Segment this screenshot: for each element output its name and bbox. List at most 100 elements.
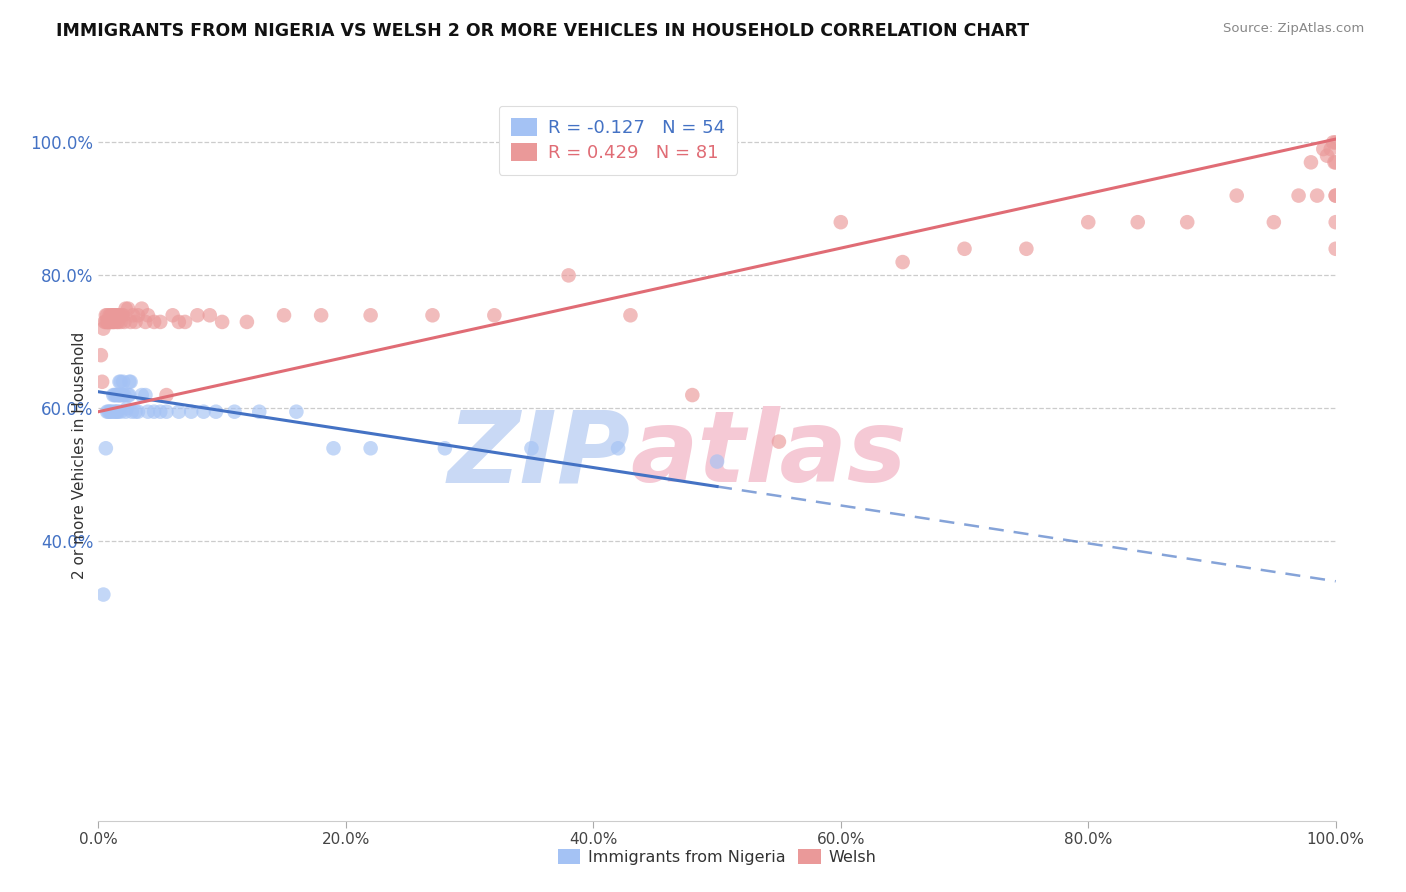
Point	[1226, 188, 1249, 202]
Point	[1175, 215, 1198, 229]
Point	[105, 308, 128, 322]
Point	[105, 405, 128, 419]
Point	[94, 315, 117, 329]
Point	[108, 308, 131, 322]
Point	[118, 375, 141, 389]
Point	[112, 308, 135, 322]
Point	[1077, 215, 1099, 229]
Point	[1015, 242, 1038, 256]
Point	[91, 375, 114, 389]
Point	[120, 375, 142, 389]
Point	[322, 442, 344, 456]
Point	[143, 405, 166, 419]
Point	[124, 405, 146, 419]
Point	[1263, 215, 1285, 229]
Point	[1323, 155, 1346, 169]
Point	[1324, 188, 1347, 202]
Point	[90, 348, 112, 362]
Point	[122, 308, 145, 322]
Point	[108, 375, 131, 389]
Point	[124, 315, 146, 329]
Point	[118, 388, 141, 402]
Point	[115, 401, 138, 416]
Point	[97, 315, 120, 329]
Point	[134, 388, 156, 402]
Point	[136, 308, 159, 322]
Point	[180, 405, 202, 419]
Point	[1319, 142, 1341, 156]
Point	[149, 405, 172, 419]
Point	[114, 301, 136, 316]
Point	[112, 388, 135, 402]
Y-axis label: 2 or more Vehicles in Household: 2 or more Vehicles in Household	[72, 331, 87, 579]
Point	[96, 308, 118, 322]
Point	[706, 454, 728, 468]
Point	[1324, 188, 1347, 202]
Point	[117, 388, 139, 402]
Point	[111, 308, 134, 322]
Point	[953, 242, 976, 256]
Point	[1324, 155, 1347, 169]
Point	[768, 434, 790, 449]
Point	[103, 308, 125, 322]
Point	[98, 308, 121, 322]
Point	[830, 215, 852, 229]
Point	[127, 405, 149, 419]
Point	[155, 405, 177, 419]
Text: Source: ZipAtlas.com: Source: ZipAtlas.com	[1223, 22, 1364, 36]
Point	[100, 315, 122, 329]
Point	[104, 388, 127, 402]
Point	[112, 315, 135, 329]
Point	[131, 301, 153, 316]
Point	[114, 405, 136, 419]
Point	[117, 301, 139, 316]
Point	[96, 315, 118, 329]
Point	[1288, 188, 1310, 202]
Point	[309, 308, 332, 322]
Point	[149, 315, 172, 329]
Point	[520, 442, 543, 456]
Point	[134, 315, 156, 329]
Point	[607, 442, 630, 456]
Point	[681, 388, 703, 402]
Point	[360, 442, 382, 456]
Point	[211, 315, 233, 329]
Point	[96, 405, 118, 419]
Point	[1322, 136, 1344, 150]
Point	[101, 405, 124, 419]
Point	[103, 315, 125, 329]
Point	[107, 388, 129, 402]
Point	[557, 268, 579, 283]
Point	[101, 308, 124, 322]
Point	[484, 308, 506, 322]
Point	[174, 315, 197, 329]
Point	[1312, 142, 1334, 156]
Point	[162, 308, 184, 322]
Point	[224, 405, 246, 419]
Point	[97, 405, 120, 419]
Point	[360, 308, 382, 322]
Point	[112, 388, 135, 402]
Legend: Immigrants from Nigeria, Welsh: Immigrants from Nigeria, Welsh	[548, 839, 886, 875]
Point	[100, 308, 122, 322]
Point	[1316, 149, 1339, 163]
Point	[93, 588, 115, 602]
Point	[891, 255, 914, 269]
Point	[103, 405, 125, 419]
Point	[127, 308, 149, 322]
Point	[422, 308, 444, 322]
Point	[1299, 155, 1322, 169]
Point	[1324, 242, 1347, 256]
Point	[131, 388, 153, 402]
Point	[101, 315, 124, 329]
Point	[155, 388, 177, 402]
Point	[103, 308, 125, 322]
Text: atlas: atlas	[630, 407, 907, 503]
Point	[433, 442, 456, 456]
Point	[93, 315, 115, 329]
Point	[110, 315, 132, 329]
Point	[112, 375, 135, 389]
Point	[107, 315, 129, 329]
Point	[111, 388, 134, 402]
Point	[98, 405, 121, 419]
